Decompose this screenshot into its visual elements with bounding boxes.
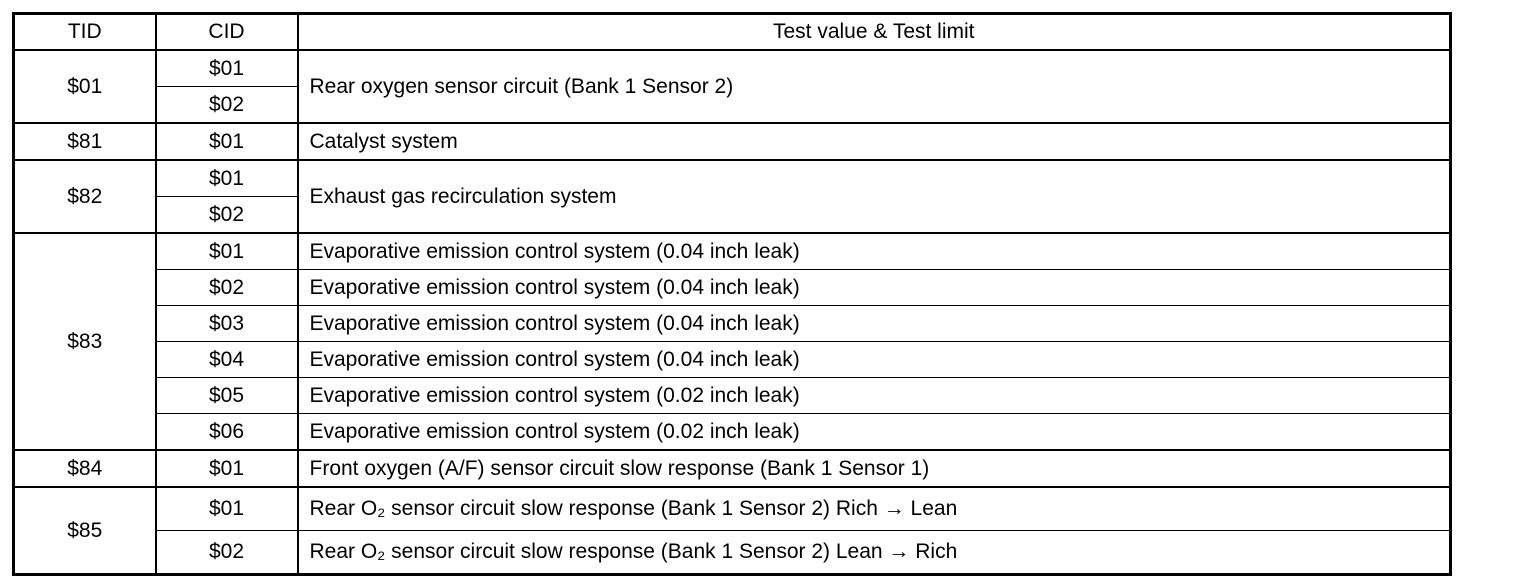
- cid-cell: $02: [155, 86, 299, 124]
- tid-cell: $84: [13, 449, 157, 488]
- cid-cell: $06: [155, 413, 299, 451]
- header-cell: TID: [13, 13, 157, 51]
- row-group: $01 $01 Rear oxygen sensor circuit (Bank 1…: [13, 49, 1451, 124]
- table-row: $02 Evaporative emission control system (…: [14, 269, 1451, 306]
- cid-cell: $02: [155, 530, 299, 575]
- table-row: $06 Evaporative emission control system (…: [14, 413, 1451, 451]
- header-row: TID CID Test value & Test limit: [13, 13, 1451, 51]
- row-group: $82 $01 Exhaust gas recirculation system $0…: [13, 159, 1451, 234]
- tid-cell: $01: [13, 49, 157, 124]
- cid-cell: $03: [155, 305, 299, 342]
- description-cell: Evaporative emission control system (0.0…: [297, 269, 1451, 306]
- table-row: $05 Evaporative emission control system (…: [14, 377, 1451, 414]
- description-cell: Evaporative emission control system (0.0…: [297, 413, 1451, 451]
- cid-cell: $01: [155, 232, 299, 270]
- row-group: $85 $01 Rear O₂ sensor circuit slow respon…: [13, 486, 1451, 575]
- test-table: TID CID Test value & Test limit $01 $01 Re…: [12, 12, 1452, 576]
- description-cell: Exhaust gas recirculation system: [297, 159, 1451, 234]
- cid-cell: $01: [155, 486, 299, 531]
- row-group: $83 $01 Evaporative emission control syste…: [13, 232, 1451, 451]
- table-row: $84 $01 Front oxygen (A/F) sensor circuit …: [13, 449, 1451, 488]
- description-cell: Evaporative emission control system (0.0…: [297, 377, 1451, 414]
- cid-cell: $01: [155, 449, 299, 488]
- row-group: $81 $01 Catalyst system: [13, 122, 1451, 161]
- description-cell: Rear oxygen sensor circuit (Bank 1 Senso…: [297, 49, 1451, 124]
- table-row: $04 Evaporative emission control system (…: [14, 341, 1451, 378]
- tid-cell: $83: [13, 232, 157, 451]
- description-cell: Rear O₂ sensor circuit slow response (Ba…: [297, 530, 1451, 575]
- table-row: $85 $01 Rear O₂ sensor circuit slow respon…: [13, 486, 1451, 575]
- table-row: $81 $01 Catalyst system: [13, 122, 1451, 161]
- cid-cell: $02: [155, 269, 299, 306]
- tid-cell: $85: [13, 486, 157, 575]
- table-row: $02 Rear O₂ sensor circuit slow response …: [14, 530, 1451, 575]
- description-cell: Rear O₂ sensor circuit slow response (Ba…: [297, 486, 1451, 531]
- table-row: $03 Evaporative emission control system (…: [14, 305, 1451, 342]
- cid-cell: $01: [155, 122, 299, 161]
- row-group: $84 $01 Front oxygen (A/F) sensor circuit …: [13, 449, 1451, 488]
- table-header: TID CID Test value & Test limit: [13, 13, 1451, 51]
- cid-cell: $04: [155, 341, 299, 378]
- cid-cell: $01: [155, 49, 299, 87]
- table-row: $01 $01 Rear oxygen sensor circuit (Bank 1…: [13, 49, 1451, 124]
- header-cell: CID: [155, 13, 299, 51]
- table-row: $02: [14, 196, 1451, 234]
- header-cell: Test value & Test limit: [297, 13, 1451, 51]
- description-cell: Evaporative emission control system (0.0…: [297, 341, 1451, 378]
- cid-cell: $01: [155, 159, 299, 197]
- tid-cell: $81: [13, 122, 157, 161]
- description-cell: Evaporative emission control system (0.0…: [297, 232, 1451, 270]
- table-row: $02: [14, 86, 1451, 124]
- table-row: $83 $01 Evaporative emission control syste…: [13, 232, 1451, 451]
- description-cell: Evaporative emission control system (0.0…: [297, 305, 1451, 342]
- tid-cell: $82: [13, 159, 157, 234]
- description-cell: Front oxygen (A/F) sensor circuit slow r…: [297, 449, 1451, 488]
- description-cell: Catalyst system: [297, 122, 1451, 161]
- cid-cell: $02: [155, 196, 299, 234]
- cid-cell: $05: [155, 377, 299, 414]
- table-row: $82 $01 Exhaust gas recirculation system: [13, 159, 1451, 234]
